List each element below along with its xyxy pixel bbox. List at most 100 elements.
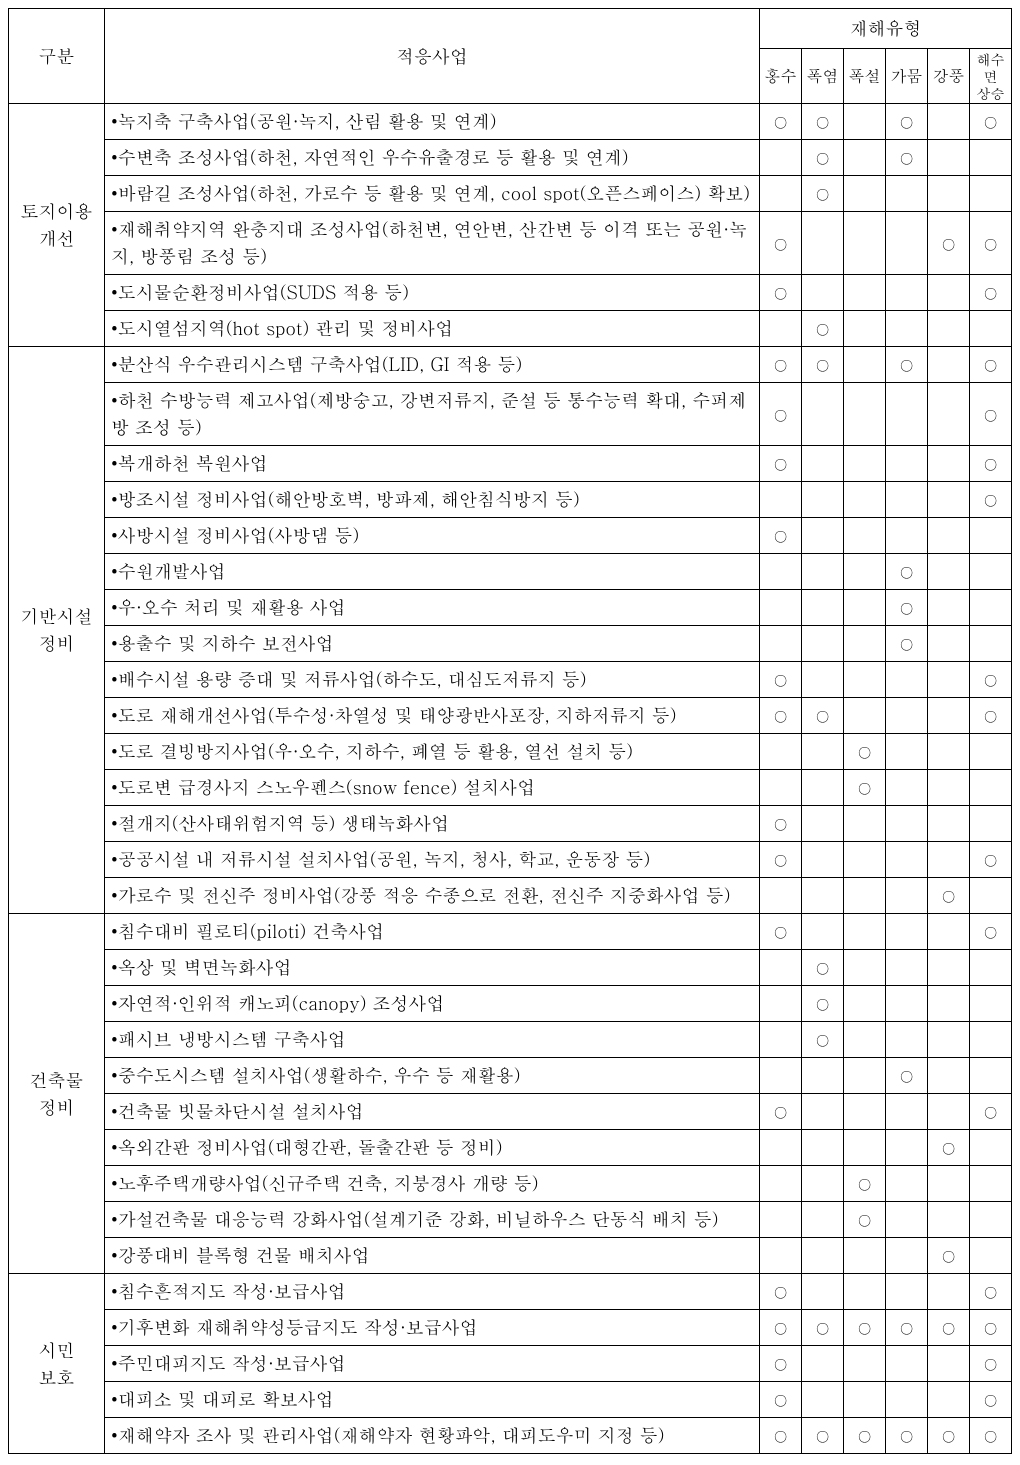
header-type-3: 가뭄 [885, 49, 927, 104]
flag-cell [969, 986, 1011, 1022]
flag-cell [885, 1094, 927, 1130]
table-row: 기반시설 정비•분산식 우수관리시스템 구축사업(LID, GI 적용 등)○○… [9, 347, 1012, 383]
table-row: 건축물 정비•침수대비 필로티(piloti) 건축사업○○ [9, 914, 1012, 950]
flag-cell: ○ [759, 104, 801, 140]
flag-cell: ○ [969, 698, 1011, 734]
project-cell: •재해약자 조사 및 관리사업(재해약자 현황파악, 대피도우미 지정 등) [105, 1418, 760, 1454]
flag-cell: ○ [969, 842, 1011, 878]
flag-cell [885, 806, 927, 842]
flag-cell: ○ [759, 1346, 801, 1382]
project-cell: •바람길 조성사업(하천, 가로수 등 활용 및 연계, cool spot(오… [105, 176, 760, 212]
flag-cell [885, 770, 927, 806]
flag-cell [927, 275, 969, 311]
project-cell: •기후변화 재해취약성등급지도 작성·보급사업 [105, 1310, 760, 1346]
flag-cell: ○ [759, 383, 801, 446]
table-row: •가설건축물 대응능력 강화사업(설계기준 강화, 비닐하우스 단동식 배치 등… [9, 1202, 1012, 1238]
flag-cell [885, 914, 927, 950]
flag-cell [885, 1238, 927, 1274]
flag-cell [843, 878, 885, 914]
header-project: 적응사업 [105, 9, 760, 104]
flag-cell: ○ [801, 311, 843, 347]
flag-cell: ○ [759, 914, 801, 950]
flag-cell [759, 734, 801, 770]
circle-icon: ○ [773, 922, 787, 942]
flag-cell [927, 1058, 969, 1094]
flag-cell [927, 1346, 969, 1382]
flag-cell [759, 950, 801, 986]
project-cell: •자연적·인위적 캐노피(canopy) 조성사업 [105, 986, 760, 1022]
flag-cell [843, 1130, 885, 1166]
header-type-1: 폭염 [801, 49, 843, 104]
table-row: •강풍대비 블록형 건물 배치사업○ [9, 1238, 1012, 1274]
flag-cell [801, 1166, 843, 1202]
circle-icon: ○ [983, 454, 997, 474]
flag-cell: ○ [843, 734, 885, 770]
circle-icon: ○ [899, 112, 913, 132]
project-cell: •용출수 및 지하수 보전사업 [105, 626, 760, 662]
project-cell: •옥상 및 벽면녹화사업 [105, 950, 760, 986]
circle-icon: ○ [899, 562, 913, 582]
flag-cell: ○ [843, 770, 885, 806]
circle-icon: ○ [941, 1138, 955, 1158]
flag-cell [885, 986, 927, 1022]
flag-cell [927, 1202, 969, 1238]
flag-cell [843, 311, 885, 347]
circle-icon: ○ [773, 814, 787, 834]
flag-cell [885, 176, 927, 212]
flag-cell [801, 1202, 843, 1238]
table-row: •수원개발사업○ [9, 554, 1012, 590]
header-type-2: 폭설 [843, 49, 885, 104]
table-row: •복개하천 복원사업○○ [9, 446, 1012, 482]
flag-cell [843, 104, 885, 140]
flag-cell: ○ [843, 1310, 885, 1346]
project-cell: •가설건축물 대응능력 강화사업(설계기준 강화, 비닐하우스 단동식 배치 등… [105, 1202, 760, 1238]
circle-icon: ○ [899, 1318, 913, 1338]
flag-cell: ○ [885, 104, 927, 140]
flag-cell [843, 554, 885, 590]
flag-cell: ○ [759, 1382, 801, 1418]
project-cell: •대피소 및 대피로 확보사업 [105, 1382, 760, 1418]
table-row: •가로수 및 전신주 정비사업(강풍 적응 수종으로 전환, 전신주 지중화사업… [9, 878, 1012, 914]
flag-cell [759, 878, 801, 914]
flag-cell: ○ [801, 104, 843, 140]
flag-cell [885, 383, 927, 446]
flag-cell: ○ [801, 698, 843, 734]
flag-cell: ○ [927, 1418, 969, 1454]
circle-icon: ○ [983, 1318, 997, 1338]
flag-cell [759, 554, 801, 590]
circle-icon: ○ [773, 706, 787, 726]
flag-cell: ○ [885, 140, 927, 176]
project-cell: •노후주택개량사업(신규주택 건축, 지붕경사 개량 등) [105, 1166, 760, 1202]
project-cell: •침수대비 필로티(piloti) 건축사업 [105, 914, 760, 950]
flag-cell [885, 518, 927, 554]
circle-icon: ○ [815, 184, 829, 204]
flag-cell: ○ [969, 275, 1011, 311]
circle-icon: ○ [773, 1102, 787, 1122]
project-cell: •사방시설 정비사업(사방댐 등) [105, 518, 760, 554]
circle-icon: ○ [983, 922, 997, 942]
flag-cell: ○ [801, 140, 843, 176]
flag-cell [759, 590, 801, 626]
flag-cell [969, 734, 1011, 770]
flag-cell [843, 626, 885, 662]
flag-cell [885, 1202, 927, 1238]
flag-cell [843, 140, 885, 176]
flag-cell: ○ [759, 1310, 801, 1346]
flag-cell: ○ [759, 806, 801, 842]
flag-cell [927, 950, 969, 986]
flag-cell [885, 734, 927, 770]
table-row: 시민 보호•침수흔적지도 작성·보급사업○○ [9, 1274, 1012, 1310]
flag-cell: ○ [843, 1202, 885, 1238]
flag-cell: ○ [885, 590, 927, 626]
category-cell: 토지이용 개선 [9, 104, 105, 347]
project-cell: •절개지(산사태위험지역 등) 생태녹화사업 [105, 806, 760, 842]
flag-cell [759, 1130, 801, 1166]
flag-cell [885, 950, 927, 986]
flag-cell [969, 1058, 1011, 1094]
flag-cell: ○ [927, 878, 969, 914]
flag-cell: ○ [885, 347, 927, 383]
circle-icon: ○ [983, 405, 997, 425]
flag-cell [969, 770, 1011, 806]
flag-cell [759, 482, 801, 518]
table-row: •수변축 조성사업(하천, 자연적인 우수유출경로 등 활용 및 연계)○○ [9, 140, 1012, 176]
